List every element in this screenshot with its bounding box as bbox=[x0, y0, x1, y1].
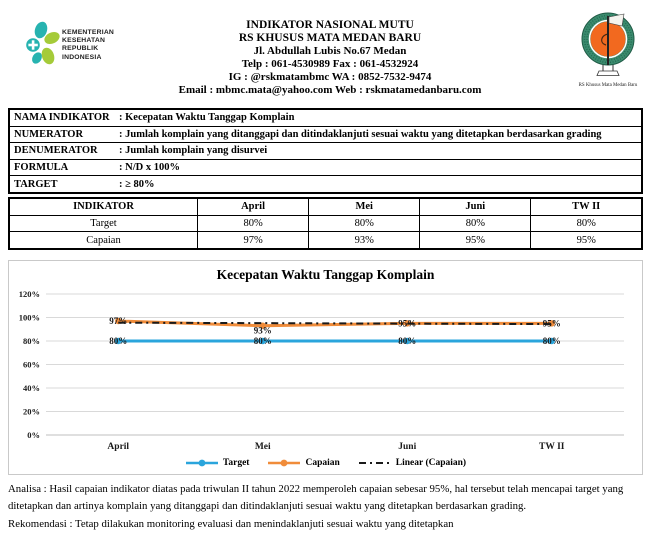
table-row: NUMERATOR : Jumlah komplain yang ditangg… bbox=[9, 125, 642, 143]
svg-text:100%: 100% bbox=[19, 313, 40, 323]
cell-value: 95% bbox=[530, 231, 643, 250]
chart-plot: 0% 20% 40% 60% 80% 100% 120% April Mei Juni TW II 8… bbox=[19, 289, 624, 452]
svg-text:95%: 95% bbox=[543, 318, 561, 328]
ministry-text-line: REPUBLIK bbox=[62, 45, 99, 53]
letterhead-title: INDIKATOR NASIONAL MUTU bbox=[246, 19, 414, 31]
info-label: NAMA INDIKATOR bbox=[14, 112, 110, 124]
hospital-logo: RS Khusus Mata Medan Baru bbox=[574, 11, 642, 89]
table-row: FORMULA : N/D x 100% bbox=[9, 158, 642, 176]
legend-item-capaian: Capaian bbox=[267, 458, 340, 468]
svg-text:TW II: TW II bbox=[539, 442, 565, 452]
info-value: : N/D x 100% bbox=[115, 158, 642, 176]
cell-value: 93% bbox=[308, 231, 421, 250]
table-row: TARGET : ≥ 80% bbox=[9, 175, 642, 193]
chart-legend: Target Capaian Linear (Capaian) bbox=[9, 458, 642, 468]
svg-text:80%: 80% bbox=[254, 336, 272, 346]
info-value: : Kecepatan Waktu Tanggap Komplain bbox=[119, 112, 295, 124]
capaian-line-icon bbox=[268, 459, 301, 467]
ministry-text-line: INDONESIA bbox=[62, 53, 102, 61]
target-line-icon bbox=[185, 459, 218, 467]
hospital-logo-icon bbox=[581, 12, 635, 76]
cell-value: 80% bbox=[530, 214, 643, 233]
svg-text:Mei: Mei bbox=[255, 442, 271, 452]
column-header: TW II bbox=[530, 197, 643, 216]
chart-panel: 0% 20% 40% 60% 80% 100% 120% April Mei Juni TW II 8… bbox=[8, 260, 643, 475]
cell-value: 97% bbox=[196, 231, 310, 250]
ministry-logo-text: KEMENTERIAN KESEHATAN REPUBLIK INDONESIA bbox=[62, 29, 114, 62]
svg-text:Juni: Juni bbox=[398, 442, 416, 452]
info-value: : ≥ 80% bbox=[115, 175, 642, 193]
cell-value: 80% bbox=[196, 214, 310, 233]
letterhead: INDIKATOR NASIONAL MUTU RS KHUSUS MATA M… bbox=[110, 19, 550, 96]
recommendation-text: Rekomendasi : Tetap dilakukan monitoring… bbox=[8, 518, 454, 530]
svg-text:97%: 97% bbox=[109, 316, 127, 326]
cell-value: 95% bbox=[419, 231, 532, 250]
info-label: DENUMERATOR bbox=[9, 142, 115, 160]
info-label: TARGET bbox=[9, 175, 115, 193]
legend-item-linear-capaian: Linear (Capaian) bbox=[358, 458, 466, 468]
column-header: Juni bbox=[419, 197, 532, 216]
indicator-values-table: INDIKATOR April Mei Juni TW II Target 80… bbox=[8, 197, 643, 251]
indicator-info-table: NAMA INDIKATOR : Kecepatan Waktu Tanggap… bbox=[8, 108, 643, 194]
ministry-text-line: KEMENTERIAN bbox=[62, 29, 115, 36]
svg-text:95%: 95% bbox=[398, 318, 416, 328]
cell-value: 80% bbox=[419, 214, 532, 233]
chart-title: Kecepatan Waktu Tanggap Komplain bbox=[216, 267, 435, 282]
ministry-of-health-logo-icon bbox=[26, 20, 60, 75]
svg-text:80%: 80% bbox=[543, 336, 561, 346]
table-row: Target 80% 80% 80% 80% bbox=[8, 214, 643, 233]
column-header: April bbox=[196, 197, 310, 216]
letterhead-address: Jl. Abdullah Lubis No.67 Medan bbox=[253, 44, 407, 57]
table-header-row: INDIKATOR April Mei Juni TW II bbox=[8, 197, 643, 216]
letterhead-email-web: Email : mbmc.mata@yahoo.com Web : rskmat… bbox=[178, 83, 482, 96]
legend-item-target: Target bbox=[185, 458, 250, 468]
svg-text:60%: 60% bbox=[23, 360, 40, 370]
table-row: DENUMERATOR : Jumlah komplain yang disur… bbox=[9, 142, 642, 160]
svg-text:April: April bbox=[107, 442, 129, 452]
svg-text:93%: 93% bbox=[254, 326, 272, 336]
legend-label: Target bbox=[222, 458, 250, 468]
svg-text:0%: 0% bbox=[27, 430, 40, 440]
cell-value: 80% bbox=[308, 214, 421, 233]
svg-text:80%: 80% bbox=[23, 336, 40, 346]
svg-text:80%: 80% bbox=[398, 336, 416, 346]
info-label: NUMERATOR bbox=[9, 125, 115, 143]
info-value: : Jumlah komplain yang disurvei bbox=[115, 142, 642, 160]
legend-label: Capaian bbox=[305, 458, 340, 468]
column-header: Mei bbox=[308, 197, 421, 216]
analysis-text: Analisa : Hasil capaian indikator diatas… bbox=[8, 483, 624, 512]
hospital-logo-caption: RS Khusus Mata Medan Baru bbox=[578, 83, 638, 88]
svg-text:40%: 40% bbox=[23, 383, 40, 393]
column-header: INDIKATOR bbox=[8, 197, 198, 216]
letterhead-phone-fax: Telp : 061-4530989 Fax : 061-4532924 bbox=[241, 57, 419, 70]
legend-label: Linear (Capaian) bbox=[395, 458, 467, 468]
info-value: : Jumlah komplain yang ditanggapi dan di… bbox=[115, 125, 642, 143]
svg-text:20%: 20% bbox=[23, 407, 40, 417]
info-label: FORMULA bbox=[9, 158, 115, 176]
letterhead-hospital-name: RS KHUSUS MATA MEDAN BARU bbox=[238, 31, 422, 44]
row-label: Target bbox=[8, 214, 198, 233]
svg-text:80%: 80% bbox=[109, 336, 127, 346]
ministry-text-line: KESEHATAN bbox=[62, 37, 106, 45]
letterhead-ig-wa: IG : @rskmatambmc WA : 0852-7532-9474 bbox=[228, 70, 432, 83]
svg-text:120%: 120% bbox=[19, 289, 40, 299]
table-row: Capaian 97% 93% 95% 95% bbox=[8, 231, 643, 250]
row-label: Capaian bbox=[8, 231, 198, 250]
trendline-icon bbox=[358, 462, 391, 464]
table-row: NAMA INDIKATOR : Kecepatan Waktu Tanggap… bbox=[9, 109, 642, 126]
